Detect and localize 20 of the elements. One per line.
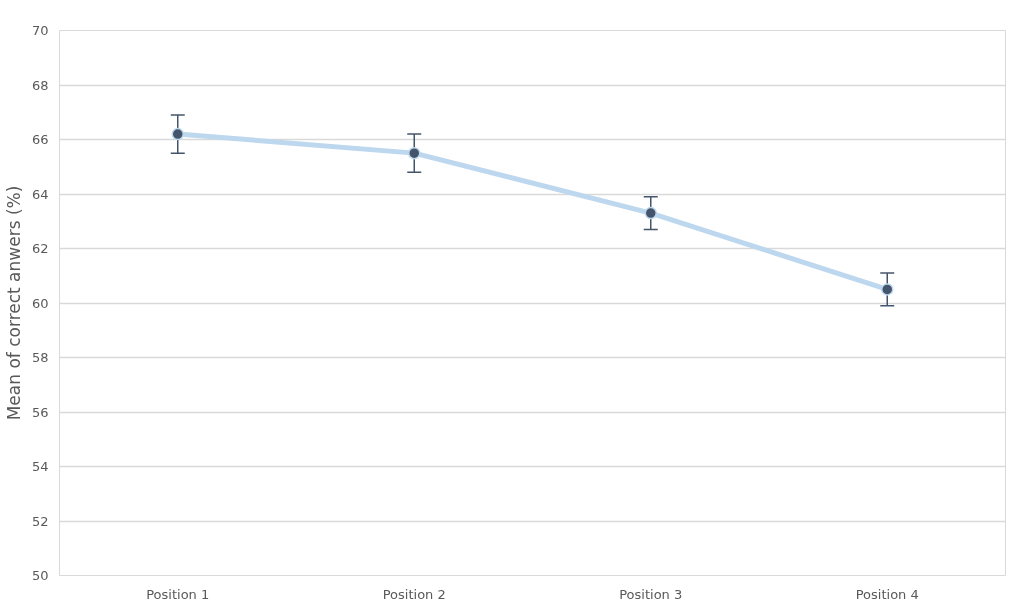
point bbox=[881, 283, 894, 296]
y-tick-label: 56 bbox=[31, 404, 49, 420]
x-tick-label: Position 1 bbox=[146, 586, 210, 602]
y-axis-title: Mean of correct anwers (%) bbox=[3, 185, 24, 421]
y-tick-label: 54 bbox=[31, 459, 49, 474]
x-tick-label: Position 4 bbox=[855, 586, 919, 602]
y-tick-label: 58 bbox=[31, 350, 49, 365]
y-tick-label: 60 bbox=[31, 295, 49, 311]
y-tick-label: 50 bbox=[31, 568, 49, 583]
y-tick-label: 66 bbox=[31, 132, 49, 147]
point bbox=[644, 206, 657, 220]
y-tick-label: 68 bbox=[31, 77, 49, 93]
point bbox=[171, 127, 184, 141]
y-tick-label: 64 bbox=[31, 186, 49, 202]
y-tick-label: 52 bbox=[31, 513, 49, 529]
x-tick-label: Position 3 bbox=[619, 586, 683, 602]
y-tick-label: 70 bbox=[31, 23, 49, 38]
y-tick-label: 62 bbox=[31, 241, 49, 256]
point bbox=[408, 146, 421, 160]
x-tick-label: Position 2 bbox=[382, 586, 446, 602]
